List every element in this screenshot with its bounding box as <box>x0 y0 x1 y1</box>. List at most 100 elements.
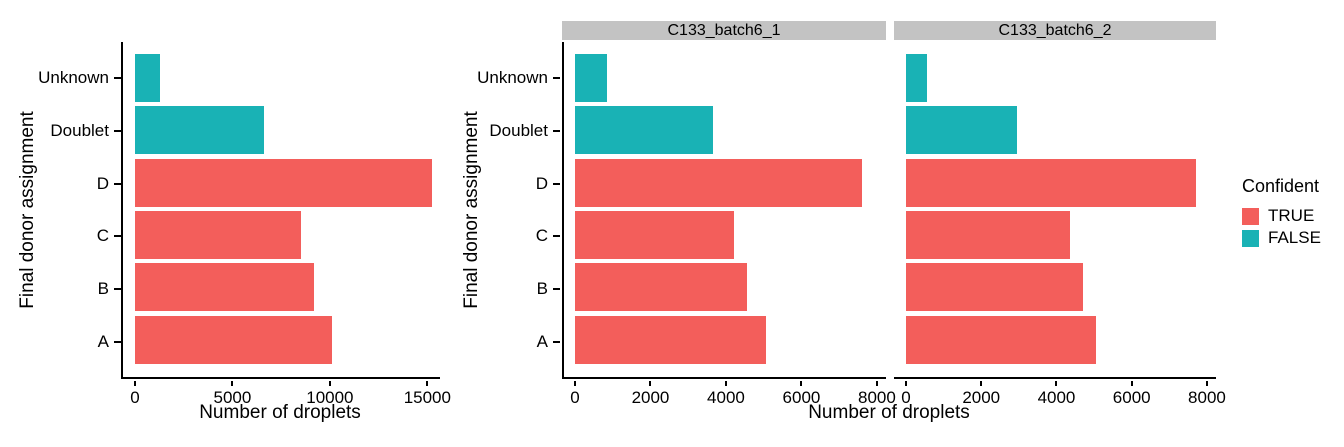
bar <box>575 315 766 364</box>
category-label: D <box>535 173 548 193</box>
category-label: A <box>97 331 109 351</box>
x-tick-label: 6000 <box>1112 388 1151 407</box>
bar <box>575 106 713 155</box>
bar-slot <box>575 157 886 209</box>
category-label: B <box>536 279 548 299</box>
bars-batch6-1 <box>575 42 886 377</box>
category-label: B <box>97 279 109 299</box>
bar-slot <box>575 261 886 313</box>
y-tick-mark <box>553 235 560 238</box>
bar <box>135 263 315 312</box>
y-tick-mark <box>553 77 560 80</box>
facet-strip-batch6-1: C133_batch6_1 <box>562 21 886 40</box>
y-tick-mark <box>114 235 121 238</box>
bar <box>575 211 734 260</box>
x-tick-label: 0 <box>901 388 911 407</box>
y-axis-row: C <box>440 210 560 263</box>
x-tick-mark <box>1130 381 1133 386</box>
y-tick-mark <box>553 340 560 343</box>
y-axis-row: B <box>440 263 560 316</box>
category-label: A <box>536 331 548 351</box>
y-axis-facets: Unknown Doublet D C B A <box>440 42 560 379</box>
legend-item: FALSE <box>1242 228 1321 248</box>
bar-slot <box>135 314 440 366</box>
bar <box>575 158 862 207</box>
x-tick-label: 15000 <box>403 388 451 407</box>
bar-slot <box>906 209 1216 261</box>
x-tick-mark <box>231 381 234 386</box>
category-label: C <box>96 226 109 246</box>
bar-slot <box>135 104 440 156</box>
y-axis-row: B <box>0 263 121 316</box>
x-tick-mark <box>875 381 878 386</box>
bar-slot <box>906 52 1216 104</box>
x-axis-title-facets: Number of droplets <box>808 402 970 423</box>
bar-slot <box>906 314 1216 366</box>
bar-slot <box>135 209 440 261</box>
x-tick-label: 0 <box>130 388 140 407</box>
bar <box>906 54 927 103</box>
y-axis-row: Doublet <box>440 105 560 158</box>
x-tick-mark <box>1205 381 1208 386</box>
legend-item-label: TRUE <box>1268 206 1315 225</box>
x-tick-mark <box>134 381 136 386</box>
bar-slot <box>135 157 440 209</box>
legend-swatch-true <box>1242 207 1259 225</box>
bar <box>135 54 161 103</box>
category-label: Doublet <box>50 121 109 140</box>
bar <box>575 54 608 103</box>
y-tick-mark <box>114 340 121 343</box>
y-axis-total: Unknown Doublet D C B A <box>0 42 121 379</box>
x-tick-mark <box>980 381 983 386</box>
bar <box>906 211 1070 260</box>
x-axis-title-total: Number of droplets <box>199 402 361 423</box>
bar-slot <box>575 314 886 366</box>
y-tick-mark <box>114 288 121 291</box>
y-tick-mark <box>114 77 121 80</box>
category-label: Unknown <box>477 68 548 88</box>
facet-strip-batch6-2: C133_batch6_2 <box>894 21 1216 40</box>
legend-item: TRUE <box>1242 206 1321 226</box>
legend-swatch-false <box>1242 229 1259 247</box>
y-tick-mark <box>553 288 560 291</box>
y-axis-row: D <box>440 157 560 210</box>
legend: Confident TRUE FALSE <box>1242 176 1321 250</box>
bars-batch6-2 <box>906 42 1216 377</box>
legend-title: Confident <box>1242 176 1320 196</box>
bar <box>135 106 264 155</box>
x-tick-mark <box>328 381 331 386</box>
bar <box>906 158 1196 207</box>
bar <box>135 315 332 364</box>
bar <box>906 263 1083 312</box>
x-tick-mark <box>574 381 576 386</box>
x-tick-label: 8000 <box>1188 388 1226 407</box>
x-tick-label: 4000 <box>1037 388 1076 407</box>
y-tick-mark <box>114 182 121 185</box>
y-tick-mark <box>114 130 121 132</box>
x-tick-label: 2000 <box>962 388 1001 407</box>
bar-slot <box>906 261 1216 313</box>
bars-total <box>135 42 440 377</box>
x-tick-mark <box>649 381 652 386</box>
x-axis-batch6-2: 0 2000 4000 6000 8000 <box>901 381 1226 407</box>
bar-slot <box>906 157 1216 209</box>
x-axis-batch6-1: 0 2000 4000 6000 8000 <box>570 381 896 407</box>
category-label: Doublet <box>489 121 548 140</box>
category-label: Unknown <box>38 68 109 88</box>
legend-items: TRUE FALSE <box>1242 206 1321 248</box>
x-tick-label: 6000 <box>782 388 821 407</box>
y-axis-row: Unknown <box>0 52 121 105</box>
bar-slot <box>575 52 886 104</box>
y-axis-row: Unknown <box>440 52 560 105</box>
x-tick-mark <box>724 381 727 386</box>
bar-slot <box>135 261 440 313</box>
category-label: C <box>535 226 548 246</box>
bar <box>575 263 747 312</box>
x-tick-mark <box>1055 381 1058 386</box>
y-axis-row: D <box>0 157 121 210</box>
legend-item-label: FALSE <box>1268 228 1321 247</box>
x-tick-mark <box>426 381 429 386</box>
y-axis-row: Doublet <box>0 105 121 158</box>
x-tick-label: 2000 <box>631 388 670 407</box>
